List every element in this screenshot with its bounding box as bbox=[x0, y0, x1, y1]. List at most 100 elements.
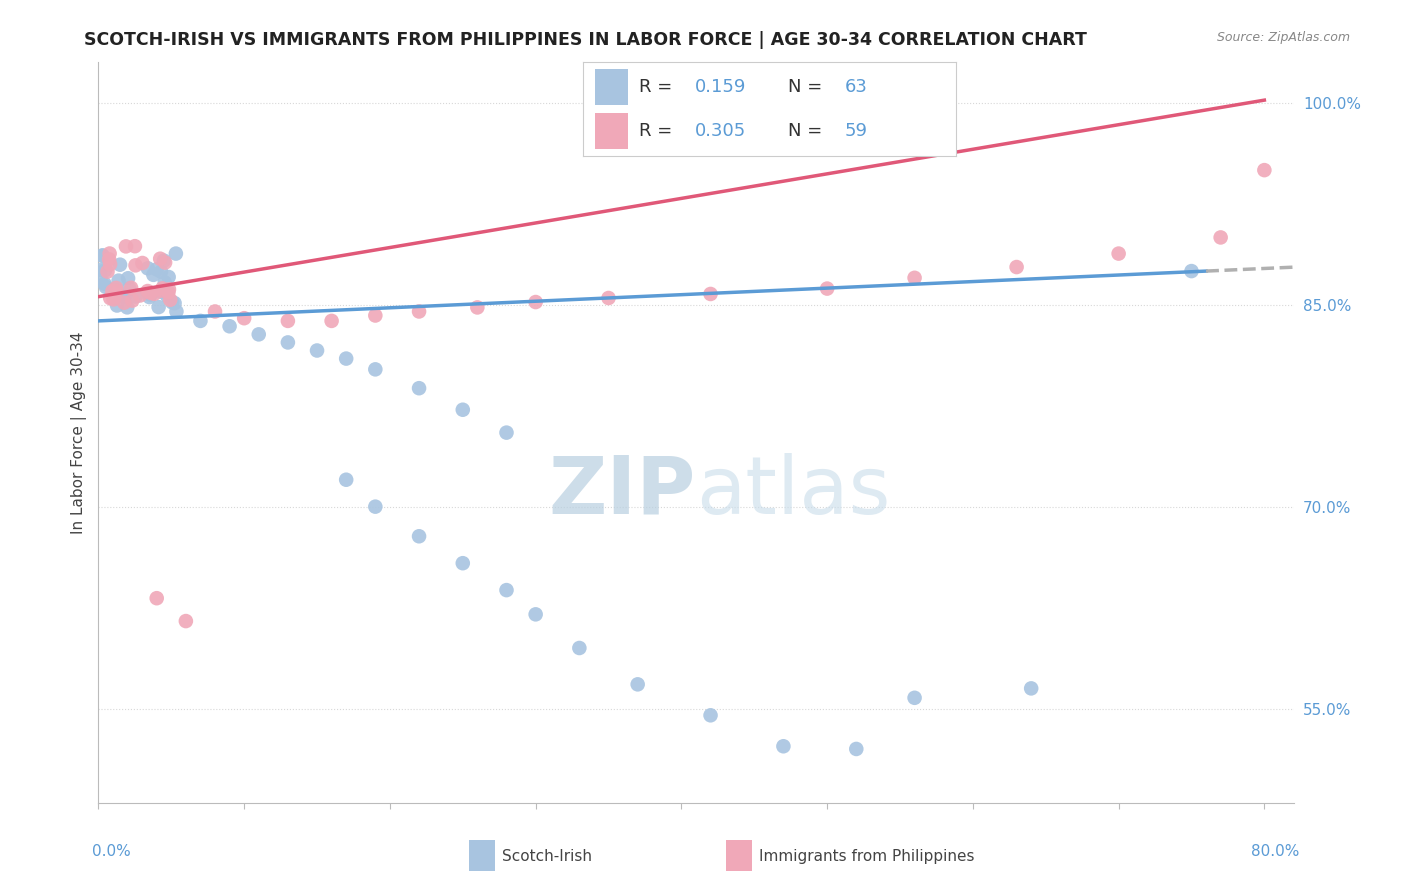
Point bbox=[157, 270, 180, 285]
Point bbox=[1108, 246, 1130, 260]
Text: Scotch-Irish: Scotch-Irish bbox=[502, 848, 592, 863]
Point bbox=[408, 304, 430, 318]
Point bbox=[156, 289, 179, 303]
Text: 0.305: 0.305 bbox=[695, 122, 747, 140]
Point bbox=[568, 640, 591, 655]
Point bbox=[138, 290, 160, 304]
Point bbox=[136, 261, 159, 276]
Point bbox=[845, 742, 868, 756]
Text: 59: 59 bbox=[844, 122, 868, 140]
Point bbox=[101, 284, 124, 298]
Point bbox=[247, 327, 270, 342]
Point bbox=[103, 293, 125, 307]
Point bbox=[105, 298, 128, 312]
FancyBboxPatch shape bbox=[595, 69, 628, 104]
Point bbox=[233, 311, 256, 326]
Point bbox=[129, 288, 152, 302]
Point bbox=[277, 314, 299, 328]
Point bbox=[90, 270, 112, 285]
Point bbox=[139, 287, 162, 301]
Point bbox=[124, 289, 146, 303]
FancyBboxPatch shape bbox=[470, 840, 495, 871]
Point bbox=[107, 274, 129, 288]
Point bbox=[772, 739, 794, 754]
Text: 80.0%: 80.0% bbox=[1251, 844, 1299, 858]
Point bbox=[131, 256, 153, 270]
Point bbox=[90, 263, 112, 277]
Text: Immigrants from Philippines: Immigrants from Philippines bbox=[759, 848, 974, 863]
Point bbox=[174, 614, 197, 628]
Point bbox=[903, 690, 925, 705]
Point bbox=[145, 591, 167, 606]
Point bbox=[305, 343, 328, 358]
Point bbox=[157, 282, 180, 296]
Text: R =: R = bbox=[640, 122, 678, 140]
Text: N =: N = bbox=[789, 122, 828, 140]
Point bbox=[105, 284, 128, 298]
Point bbox=[1180, 264, 1202, 278]
Point bbox=[153, 255, 176, 269]
Point bbox=[157, 285, 180, 300]
Point bbox=[103, 290, 125, 304]
Point bbox=[94, 263, 117, 277]
Text: 63: 63 bbox=[844, 78, 868, 95]
Point bbox=[98, 291, 121, 305]
Text: atlas: atlas bbox=[696, 453, 890, 531]
Point bbox=[903, 270, 925, 285]
Point bbox=[335, 351, 357, 366]
Point bbox=[98, 257, 121, 271]
Text: 0.159: 0.159 bbox=[695, 78, 747, 95]
Text: Source: ZipAtlas.com: Source: ZipAtlas.com bbox=[1216, 31, 1350, 45]
Point bbox=[98, 252, 121, 267]
Point bbox=[163, 296, 186, 310]
Point bbox=[321, 314, 343, 328]
FancyBboxPatch shape bbox=[595, 113, 628, 149]
Point bbox=[112, 290, 135, 304]
Point bbox=[165, 304, 187, 318]
Point bbox=[120, 281, 142, 295]
Point bbox=[451, 556, 474, 570]
Y-axis label: In Labor Force | Age 30-34: In Labor Force | Age 30-34 bbox=[72, 331, 87, 534]
Point bbox=[1019, 681, 1042, 696]
Point bbox=[153, 276, 176, 290]
Point bbox=[91, 249, 114, 263]
Text: SCOTCH-IRISH VS IMMIGRANTS FROM PHILIPPINES IN LABOR FORCE | AGE 30-34 CORRELATI: SCOTCH-IRISH VS IMMIGRANTS FROM PHILIPPI… bbox=[84, 31, 1087, 49]
Point bbox=[115, 301, 138, 315]
Point bbox=[815, 282, 838, 296]
Point bbox=[627, 677, 650, 691]
Point bbox=[94, 280, 117, 294]
Point bbox=[143, 286, 166, 301]
Point bbox=[524, 295, 547, 310]
Point bbox=[1209, 230, 1232, 244]
Text: R =: R = bbox=[640, 78, 678, 95]
Point bbox=[96, 265, 118, 279]
Point bbox=[149, 252, 172, 266]
Point bbox=[117, 271, 139, 285]
Text: 0.0%: 0.0% bbox=[93, 844, 131, 858]
Point bbox=[148, 300, 170, 314]
Point bbox=[118, 281, 141, 295]
Point bbox=[699, 708, 721, 723]
Point bbox=[145, 262, 167, 277]
Point bbox=[139, 285, 162, 300]
Point bbox=[408, 529, 430, 543]
Point bbox=[98, 246, 121, 260]
Point bbox=[451, 402, 474, 417]
Point bbox=[115, 239, 138, 253]
Point bbox=[165, 246, 187, 260]
Point bbox=[160, 295, 183, 310]
Point bbox=[495, 583, 517, 598]
Point bbox=[150, 265, 173, 279]
Point bbox=[364, 500, 387, 514]
Point bbox=[467, 301, 489, 315]
Point bbox=[108, 258, 131, 272]
Point bbox=[142, 268, 165, 282]
Point bbox=[136, 284, 159, 298]
Point bbox=[124, 239, 146, 253]
Point bbox=[699, 287, 721, 301]
Point bbox=[93, 277, 115, 291]
Point bbox=[149, 285, 172, 299]
FancyBboxPatch shape bbox=[725, 840, 752, 871]
Point bbox=[121, 293, 143, 308]
Point bbox=[408, 381, 430, 395]
